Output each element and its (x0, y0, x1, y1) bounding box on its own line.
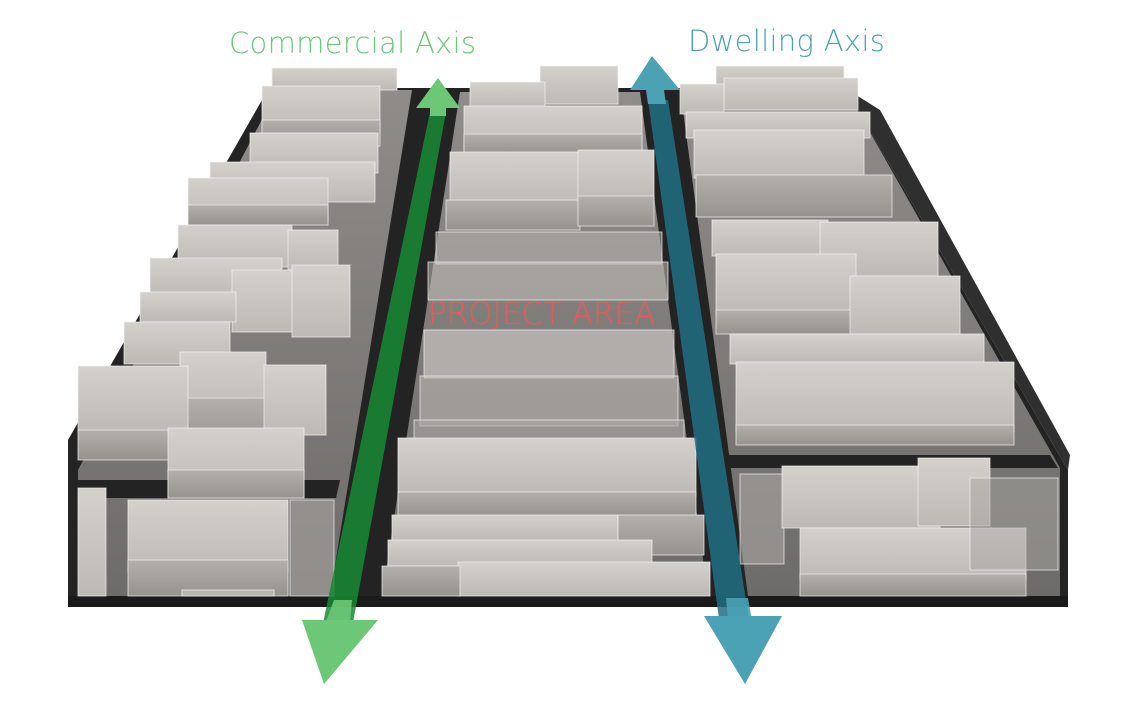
commercial-axis (302, 78, 460, 684)
dwelling-arrow-head-top (630, 56, 680, 104)
commercial-arrow-head-top (416, 78, 460, 116)
dwelling-axis-label: Dwelling Axis (688, 24, 886, 58)
commercial-arrow-head-bottom (302, 620, 378, 684)
dwelling-arrow-head-bottom (704, 616, 782, 684)
project-block (381, 65, 711, 597)
right-block (679, 65, 1059, 597)
left-block (77, 67, 398, 597)
dwelling-axis (630, 56, 782, 684)
commercial-axis-label: Commercial Axis (229, 26, 477, 60)
project-area-label: PROJECT AREA (428, 296, 656, 332)
